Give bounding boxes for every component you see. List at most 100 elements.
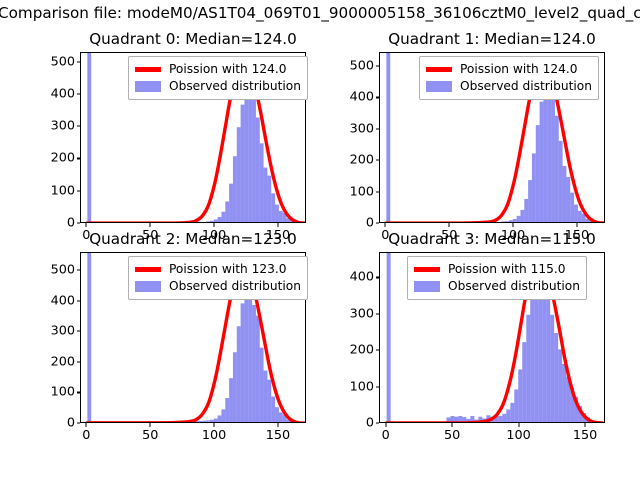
ytick-label: 100 xyxy=(50,384,75,400)
ytick-mark xyxy=(76,361,80,363)
xtick-label: 50 xyxy=(142,228,159,243)
xtick-label: 0 xyxy=(381,228,390,243)
ytick-label: 300 xyxy=(50,118,75,134)
ytick-mark xyxy=(76,61,80,63)
xtick-mark xyxy=(277,223,279,227)
ytick-mark xyxy=(375,96,379,99)
ytick-label: 200 xyxy=(50,354,75,370)
xtick-mark xyxy=(384,223,386,227)
subplot-title-quadrant-0: Quadrant 0: Median=124.0 xyxy=(89,30,297,48)
line-swatch-icon xyxy=(135,67,161,72)
xtick-label: 0 xyxy=(381,428,390,443)
xtick-label: 150 xyxy=(265,428,291,443)
xtick-mark xyxy=(584,423,586,427)
plot-canvas-quadrant-1 xyxy=(385,53,604,222)
xtick-mark xyxy=(576,223,578,227)
ytick-mark xyxy=(375,386,379,388)
xtick-mark xyxy=(85,423,87,427)
xtick-mark xyxy=(149,423,151,427)
ytick-mark xyxy=(76,93,80,95)
ytick-mark xyxy=(375,422,379,424)
ytick-mark xyxy=(375,276,379,279)
subplot-title-quadrant-2: Quadrant 2: Median=123.0 xyxy=(89,230,297,248)
ytick-label: 100 xyxy=(349,379,374,395)
ytick-mark xyxy=(76,125,80,127)
xtick-label: 150 xyxy=(265,228,291,243)
ytick-mark xyxy=(76,300,80,302)
legend-entry-poisson: Poission with 124.0 xyxy=(426,61,592,78)
ytick-label: 0 xyxy=(66,415,75,431)
ytick-mark xyxy=(375,222,379,224)
xtick-mark xyxy=(448,223,450,227)
ytick-mark xyxy=(375,313,379,315)
subplot-quadrant-3: Quadrant 3: Median=115.0 Poission with 1… xyxy=(350,230,605,443)
xtick-label: 50 xyxy=(443,428,461,443)
legend-quadrant-1[interactable]: Poission with 124.0 Observed distributio… xyxy=(419,56,599,100)
legend-label-observed: Observed distribution xyxy=(169,279,301,294)
legend-quadrant-0[interactable]: Poission with 124.0 Observed distributio… xyxy=(128,56,308,100)
legend-entry-poisson: Poission with 115.0 xyxy=(414,261,580,278)
xtick-mark xyxy=(385,423,387,427)
subplot-title-quadrant-3: Quadrant 3: Median=115.0 xyxy=(388,230,596,248)
legend-label-poisson: Poission with 115.0 xyxy=(448,262,566,277)
xtick-label: 100 xyxy=(500,228,526,243)
legend-entry-poisson: Poission with 124.0 xyxy=(135,61,301,78)
ytick-label: 500 xyxy=(50,262,75,278)
bar-swatch-icon xyxy=(135,81,161,92)
ytick-mark xyxy=(76,269,80,271)
ytick-label: 500 xyxy=(349,58,374,74)
legend-entry-observed: Observed distribution xyxy=(414,278,580,295)
xtick-label: 100 xyxy=(506,428,531,443)
ytick-mark xyxy=(375,159,379,161)
ytick-mark xyxy=(76,330,80,332)
xtick-mark xyxy=(85,223,87,227)
line-swatch-icon xyxy=(414,267,440,272)
legend-entry-observed: Observed distribution xyxy=(135,78,301,95)
ytick-label: 400 xyxy=(349,89,374,105)
legend-quadrant-2[interactable]: Poission with 123.0 Observed distributio… xyxy=(128,256,308,300)
plot-area-quadrant-1 xyxy=(379,52,605,223)
legend-label-poisson: Poission with 124.0 xyxy=(460,62,578,77)
ytick-label: 0 xyxy=(66,215,75,231)
subplot-quadrant-0: Quadrant 0: Median=124.0 Poission with 1… xyxy=(51,30,308,243)
xtick-label: 0 xyxy=(82,228,91,243)
legend-quadrant-3[interactable]: Poission with 115.0 Observed distributio… xyxy=(407,256,587,300)
ytick-mark xyxy=(76,391,80,394)
ytick-label: 400 xyxy=(50,293,75,309)
ytick-label: 300 xyxy=(50,323,75,339)
xtick-label: 150 xyxy=(572,428,598,443)
xtick-label: 50 xyxy=(142,428,159,443)
subplot-quadrant-2: Quadrant 2: Median=123.0 Poission with 1… xyxy=(51,230,308,443)
ytick-label: 400 xyxy=(349,269,374,285)
legend-entry-poisson: Poission with 123.0 xyxy=(135,261,301,278)
xtick-mark xyxy=(149,223,151,227)
subplot-title-quadrant-1: Quadrant 1: Median=124.0 xyxy=(388,30,596,48)
bar-swatch-icon xyxy=(414,281,440,292)
ytick-label: 200 xyxy=(349,342,374,358)
ytick-mark xyxy=(375,65,379,67)
figure-suptitle-text: Comparison file: modeM0/AS1T04_069T01_90… xyxy=(0,4,640,22)
xtick-mark xyxy=(213,423,215,427)
xtick-label: 50 xyxy=(441,228,458,243)
legend-label-poisson: Poission with 123.0 xyxy=(169,262,287,277)
ytick-mark xyxy=(375,191,379,193)
ytick-label: 0 xyxy=(365,215,374,231)
ytick-label: 300 xyxy=(349,121,374,137)
ytick-mark xyxy=(76,422,80,424)
line-swatch-icon xyxy=(135,267,161,272)
ytick-label: 500 xyxy=(50,54,75,70)
ytick-label: 0 xyxy=(365,415,374,431)
ytick-label: 300 xyxy=(349,306,374,322)
legend-label-poisson: Poission with 124.0 xyxy=(169,62,287,77)
ytick-mark xyxy=(76,190,80,192)
bar-swatch-icon xyxy=(135,281,161,292)
ytick-mark xyxy=(76,157,80,160)
plot-canvas-quadrant-3 xyxy=(385,253,604,422)
xtick-label: 150 xyxy=(564,228,590,243)
legend-entry-observed: Observed distribution xyxy=(135,278,301,295)
legend-entry-observed: Observed distribution xyxy=(426,78,592,95)
subplot-quadrant-1: Quadrant 1: Median=124.0 Poission with 1… xyxy=(350,30,605,243)
xtick-mark xyxy=(451,423,453,427)
ytick-label: 200 xyxy=(349,152,374,168)
